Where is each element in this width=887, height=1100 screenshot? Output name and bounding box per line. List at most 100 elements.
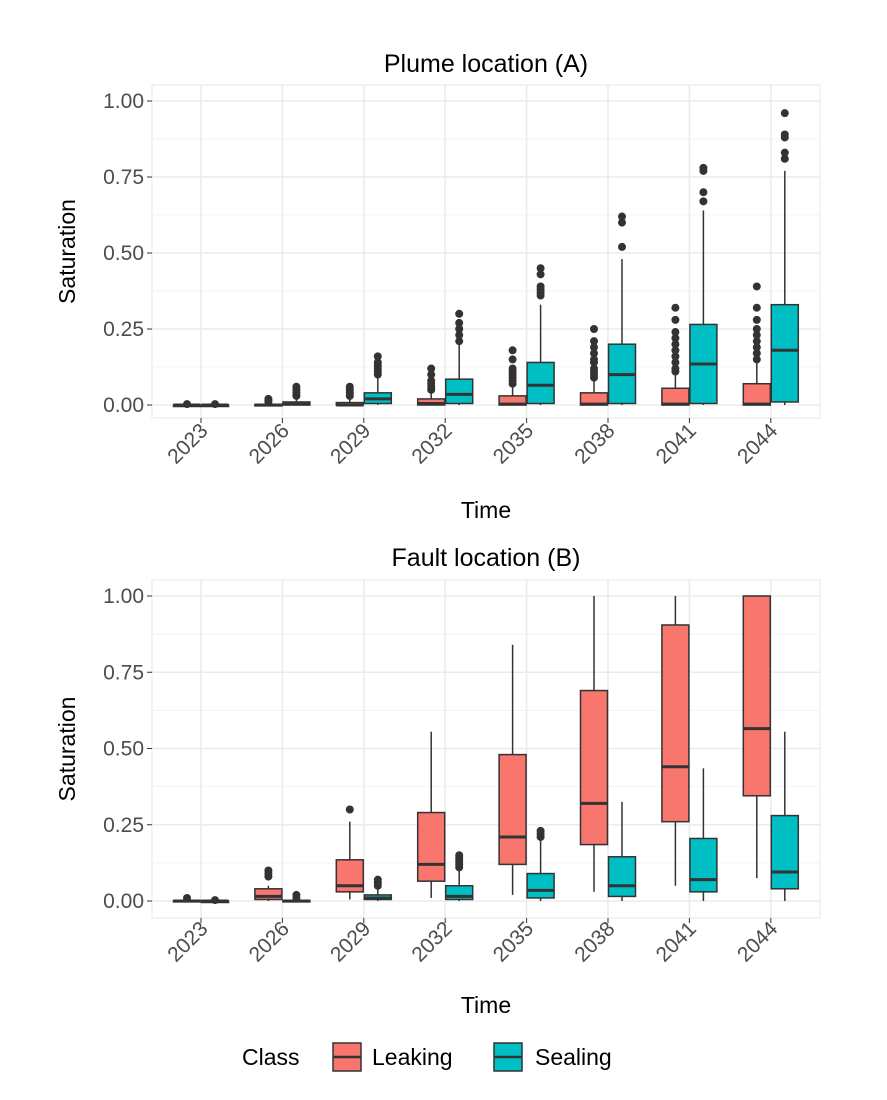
box-leaking-2032 <box>416 364 446 406</box>
outlier-point <box>508 364 517 373</box>
x-tick-label: 2029 <box>326 419 375 468</box>
box-leaking-2029 <box>335 382 365 407</box>
legend-label-sealing: Sealing <box>535 1044 612 1070</box>
x-tick-label: 2044 <box>733 917 783 967</box>
y-axis-title: Saturation <box>54 199 80 304</box>
y-tick-label: 0.50 <box>103 738 144 761</box>
box-sealing-2023 <box>200 400 230 409</box>
legend: Class Leaking Sealing <box>242 1042 612 1072</box>
outlier-point <box>536 264 545 273</box>
box-iqr <box>498 753 527 866</box>
series-sealing <box>200 109 800 409</box>
outlier-point <box>345 382 354 391</box>
panel-1: 0.00 0.25 0.50 0.75 1.00 2023 2026 2029 2032 2035… <box>54 50 821 523</box>
outlier-point <box>536 826 545 835</box>
x-tick-label: 2035 <box>489 917 538 966</box>
outlier-point <box>752 325 761 333</box>
x-tick-label: 2026 <box>245 419 294 468</box>
box-iqr <box>526 872 555 899</box>
box-leaking-2038 <box>579 325 609 406</box>
y-tick-label: 0.25 <box>103 318 144 341</box>
outlier-point <box>264 866 273 875</box>
outlier-point <box>780 130 789 139</box>
outlier-point <box>671 334 680 343</box>
box-sealing-2026 <box>282 382 311 406</box>
outlier-point <box>455 331 464 340</box>
outlier-point <box>455 309 464 318</box>
outlier-point <box>699 163 708 172</box>
outlier-point <box>752 349 761 358</box>
y-tick-label: 1.00 <box>103 585 144 608</box>
y-tick-label: 0.50 <box>103 242 144 265</box>
outlier-point <box>427 364 436 373</box>
box-iqr <box>416 811 446 882</box>
box-iqr <box>526 361 555 405</box>
outlier-point <box>264 394 273 403</box>
series-leaking <box>172 282 772 409</box>
outlier-point <box>211 400 219 409</box>
x-tick-label: 2026 <box>245 917 294 966</box>
outlier-point <box>590 349 598 358</box>
box-iqr <box>742 382 772 406</box>
y-tick-label: 1.00 <box>103 90 144 113</box>
box-iqr <box>661 387 690 406</box>
box-iqr <box>770 303 800 403</box>
outlier-point <box>373 875 382 884</box>
outlier-point <box>590 355 598 364</box>
outlier-point <box>183 400 191 409</box>
outlier-point <box>752 343 761 352</box>
x-tick-label: 2023 <box>163 419 212 468</box>
outlier-point <box>373 352 382 361</box>
outlier-point <box>590 325 598 333</box>
chart-title: Fault location (B) <box>392 544 581 572</box>
y-axis-title: Saturation <box>54 697 80 802</box>
box-iqr <box>579 689 609 846</box>
x-tick-label: 2032 <box>407 419 456 468</box>
legend-title: Class <box>242 1044 300 1070</box>
box-sealing-2026 <box>282 890 311 903</box>
x-tick-label: 2038 <box>570 419 619 468</box>
outlier-point <box>752 315 761 324</box>
box-sealing-2029 <box>363 352 393 405</box>
box-sealing-2044 <box>770 731 800 901</box>
legend-item-leaking: Leaking <box>332 1042 453 1072</box>
x-tick-label: 2041 <box>652 419 701 468</box>
outlier-point <box>508 346 517 355</box>
outlier-point <box>618 242 626 251</box>
x-tick-label: 2029 <box>326 917 375 966</box>
box-iqr <box>689 837 718 893</box>
outlier-point <box>183 893 191 902</box>
box-leaking-2044 <box>742 595 772 879</box>
x-tick-label: 2035 <box>489 419 538 468</box>
box-iqr <box>607 856 637 898</box>
outlier-point <box>671 328 680 337</box>
panel-2: 0.00 0.25 0.50 0.75 1.00 2023 2026 2029 2032 2035… <box>54 544 821 1018</box>
outlier-point <box>427 370 436 379</box>
outlier-point <box>671 364 680 373</box>
outlier-point <box>508 355 517 364</box>
box-leaking-2041 <box>661 596 690 886</box>
y-tick-label: 0.25 <box>103 814 144 837</box>
x-axis-title: Time <box>461 497 511 523</box>
outlier-point <box>373 358 382 367</box>
legend-label-leaking: Leaking <box>372 1044 453 1070</box>
box-sealing-2038 <box>607 212 637 405</box>
outlier-point <box>536 270 545 279</box>
series-sealing <box>200 731 800 905</box>
outlier-point <box>536 282 545 291</box>
x-tick-label: 2041 <box>652 917 701 966</box>
outlier-point <box>345 805 354 814</box>
chart-title: Plume location (A) <box>384 50 588 78</box>
outlier-point <box>455 325 464 333</box>
box-leaking-2026 <box>254 866 283 901</box>
outlier-point <box>590 364 598 373</box>
box-iqr <box>254 888 283 901</box>
outlier-point <box>780 154 789 163</box>
box-leaking-2041 <box>661 303 690 406</box>
box-sealing-2038 <box>607 801 637 901</box>
box-sealing-2029 <box>363 875 393 901</box>
outlier-point <box>590 337 598 346</box>
box-sealing-2035 <box>526 264 555 405</box>
